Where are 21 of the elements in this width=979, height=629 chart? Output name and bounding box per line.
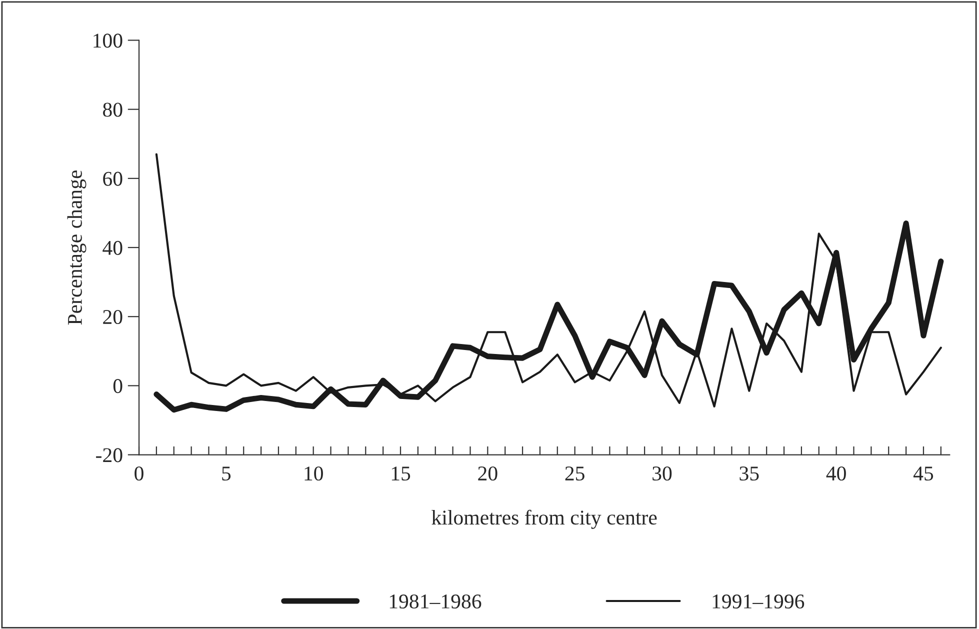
x-tick-label: 20 bbox=[478, 466, 498, 481]
legend-label: 1991–1996 bbox=[712, 594, 804, 609]
x-tick-label: 0 bbox=[134, 466, 144, 481]
y-axis-title: Percentage change bbox=[67, 170, 86, 325]
x-axis-title: kilometres from city centre bbox=[432, 510, 657, 529]
y-tick-label: 20 bbox=[103, 310, 122, 324]
legend-label: 1981–1986 bbox=[390, 594, 482, 609]
x-tick-label: 5 bbox=[222, 466, 231, 481]
x-tick-label: 10 bbox=[304, 466, 323, 481]
x-tick-label: 30 bbox=[652, 466, 672, 481]
y-tick-label: 60 bbox=[103, 172, 122, 186]
y-tick-label: 40 bbox=[102, 240, 122, 255]
x-tick-label: 25 bbox=[565, 466, 584, 481]
x-tick-label: 40 bbox=[826, 466, 846, 481]
x-tick-label: 35 bbox=[740, 466, 759, 481]
x-tick-label: 45 bbox=[913, 466, 934, 481]
y-tick-label: 100 bbox=[94, 34, 122, 48]
x-tick-label: 15 bbox=[392, 466, 410, 481]
y-tick-label: 80 bbox=[103, 102, 122, 117]
y-tick-label: -20 bbox=[96, 448, 122, 462]
y-tick-label: 0 bbox=[113, 379, 122, 394]
